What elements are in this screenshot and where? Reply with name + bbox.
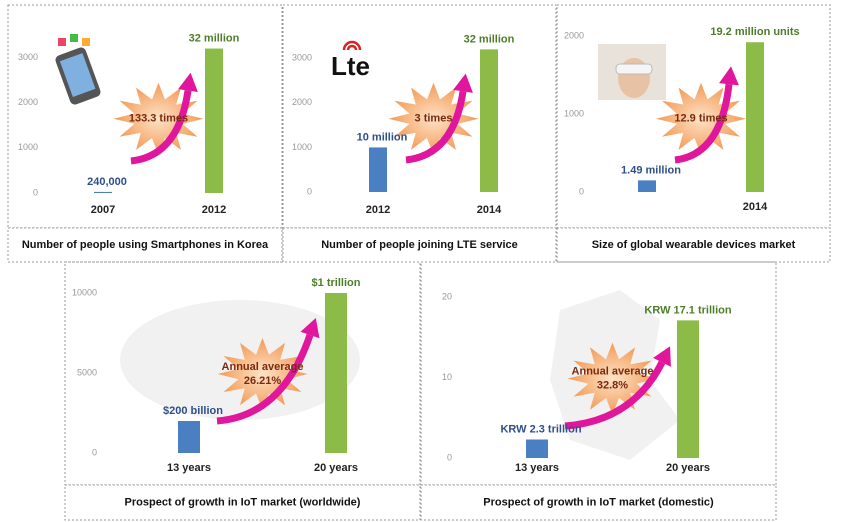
caption: Prospect of growth in IoT market (domest…	[483, 496, 714, 508]
x-tick-label: 2012	[366, 204, 390, 216]
value-label: 32 million	[464, 33, 515, 45]
y-tick-label: 5000	[77, 367, 97, 377]
x-tick-label: 2014	[477, 204, 502, 216]
growth-arrow	[130, 90, 192, 165]
phone-icon	[55, 34, 101, 105]
value-label: 1.49 million	[621, 164, 681, 176]
arrow-head	[653, 346, 671, 367]
starburst	[567, 342, 658, 415]
x-tick-label: 20 years	[666, 462, 710, 474]
logo-text: Lte	[331, 51, 370, 81]
y-tick-label: 0	[92, 447, 97, 457]
y-tick-label: 10000	[72, 287, 97, 297]
value-label: KRW 2.3 trillion	[500, 423, 581, 435]
y-tick-label: 0	[33, 187, 38, 197]
bar	[178, 421, 200, 453]
y-tick-label: 0	[307, 186, 312, 196]
arrow-head	[178, 72, 198, 92]
bar	[94, 191, 112, 193]
y-tick-label: 2000	[18, 97, 38, 107]
lte-logo: Lte	[331, 40, 370, 81]
x-tick-label: 13 years	[515, 462, 559, 474]
value-label: 19.2 million units	[710, 26, 799, 38]
starburst	[113, 82, 204, 155]
caption-box	[282, 227, 557, 263]
x-tick-label: 2014	[743, 201, 768, 213]
arrow-head	[300, 317, 320, 339]
y-tick-label: 1000	[564, 108, 584, 118]
bar	[638, 180, 656, 192]
value-label: KRW 17.1 trillion	[644, 304, 731, 316]
bar	[526, 439, 548, 458]
annotation: 32.8%	[597, 379, 628, 391]
x-tick-label: 20 years	[314, 462, 358, 474]
bar	[480, 49, 498, 192]
y-tick-label: 1000	[18, 142, 38, 152]
value-label: 32 million	[189, 32, 240, 44]
annotation: 133.3 times	[129, 113, 188, 125]
growth-arrow	[405, 90, 467, 164]
bar	[325, 293, 347, 453]
y-tick-label: 10	[442, 372, 452, 382]
y-tick-label: 3000	[18, 52, 38, 62]
annotation: 12.9 times	[674, 113, 727, 125]
annotation: 26.21%	[244, 375, 282, 387]
bar	[369, 147, 387, 192]
annotation: Annual average	[222, 361, 304, 373]
y-tick-label: 0	[579, 186, 584, 196]
value-label: $1 trillion	[312, 277, 361, 289]
y-tick-label: 20	[442, 291, 452, 301]
value-label: 240,000	[87, 176, 127, 188]
growth-arrow	[564, 360, 666, 430]
panel-frame	[64, 261, 421, 486]
y-tick-label: 1000	[292, 142, 312, 152]
caption: Number of people using Smartphones in Ko…	[22, 239, 269, 251]
bar	[677, 320, 699, 458]
caption-box	[420, 484, 777, 521]
value-label: $200 billion	[163, 405, 223, 417]
x-tick-label: 2012	[202, 204, 226, 216]
x-tick-label: 2007	[91, 204, 115, 216]
arrow-head	[453, 73, 473, 93]
starburst	[656, 82, 746, 155]
caption: Prospect of growth in IoT market (worldw…	[125, 496, 361, 508]
growth-arrow	[674, 83, 733, 164]
caption-box	[64, 484, 421, 521]
caption: Number of people joining LTE service	[321, 239, 518, 251]
growth-arrow	[216, 333, 314, 425]
bar	[205, 48, 223, 193]
y-tick-label: 2000	[292, 97, 312, 107]
annotation: 3 times	[415, 113, 453, 125]
y-tick-label: 0	[447, 452, 452, 462]
y-tick-label: 2000	[564, 30, 584, 40]
caption-box	[7, 227, 283, 263]
annotation: Annual average	[572, 365, 654, 377]
wearable-photo	[598, 44, 666, 100]
caption: Size of global wearable devices market	[592, 239, 796, 251]
arrow-head	[719, 66, 739, 86]
starburst	[388, 82, 479, 155]
bar	[746, 42, 764, 192]
value-label: 10 million	[357, 131, 408, 143]
x-tick-label: 13 years	[167, 462, 211, 474]
panel-frame	[420, 261, 777, 486]
caption-box	[556, 227, 831, 263]
starburst	[217, 338, 308, 410]
y-tick-label: 3000	[292, 53, 312, 63]
